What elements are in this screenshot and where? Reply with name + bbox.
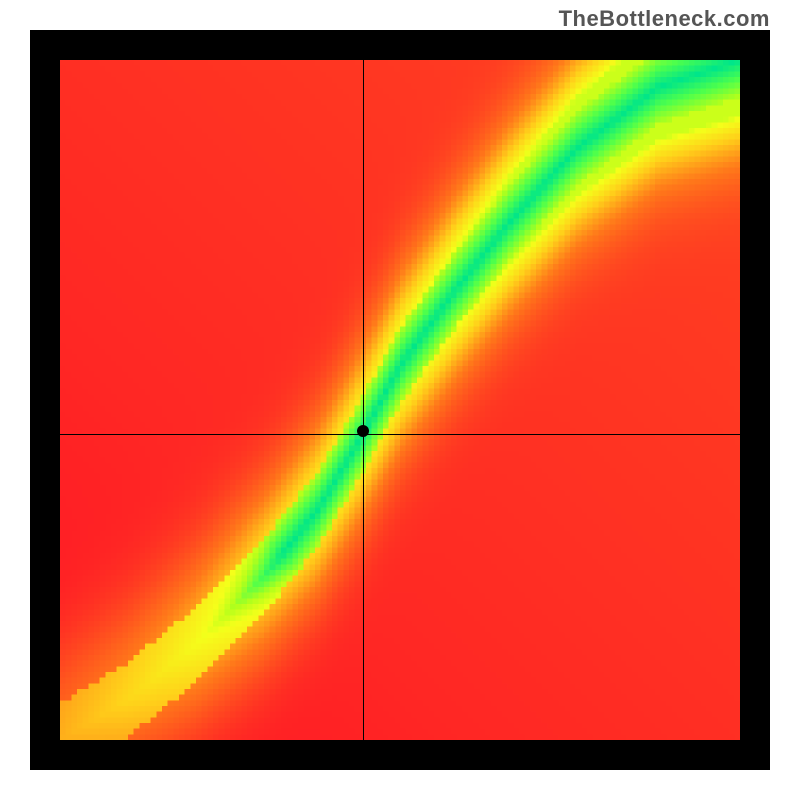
plot-black-frame [30, 30, 770, 770]
heatmap-canvas [60, 60, 740, 740]
marker-dot [357, 425, 369, 437]
crosshair-horizontal [60, 434, 740, 435]
chart-container: TheBottleneck.com [0, 0, 800, 800]
watermark-text: TheBottleneck.com [559, 6, 770, 32]
crosshair-vertical [363, 60, 364, 740]
plot-area [60, 60, 740, 740]
